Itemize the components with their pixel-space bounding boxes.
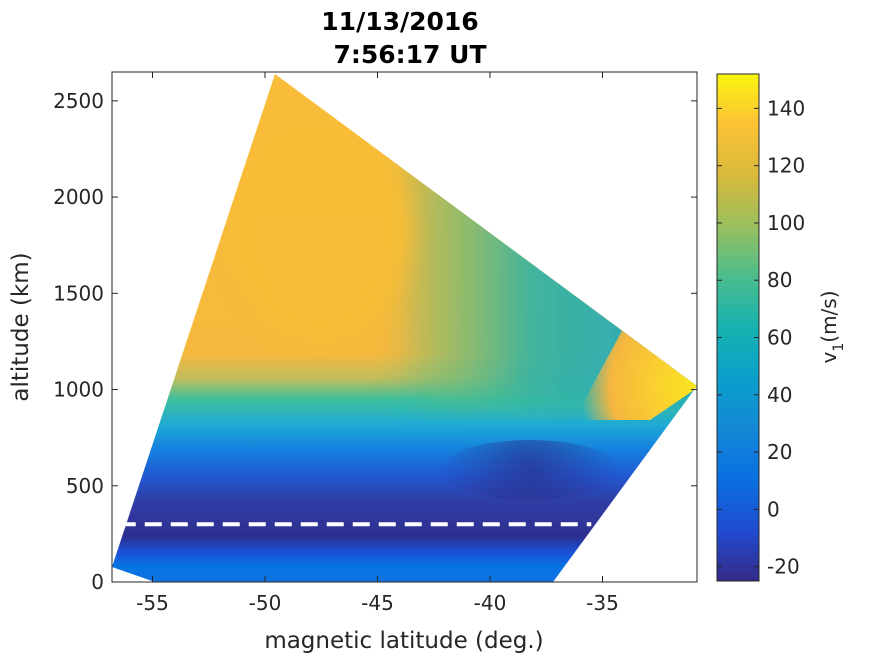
x-axis-label: magnetic latitude (deg.): [264, 628, 543, 654]
x-tick-label: -40: [474, 591, 507, 615]
colorbar-tick-label: 80: [767, 268, 792, 292]
colorbar-tick-label: 40: [767, 383, 792, 407]
colorbar-tick-label: 120: [767, 154, 805, 178]
colorbar-label-subscript: 1: [831, 343, 847, 352]
x-tick-label: -50: [249, 591, 282, 615]
field-dip-region: [440, 440, 620, 500]
chart-title-line2: 7:56:17 UT: [333, 40, 486, 69]
colorbar-label-units: (m/s): [817, 290, 841, 342]
x-tick-label: -55: [136, 591, 169, 615]
y-tick-label: 2500: [53, 89, 104, 113]
x-axis-ticks: -55 -50 -45 -40 -35: [136, 72, 619, 615]
colorbar-tick-label: 100: [767, 211, 805, 235]
chart-title-line1: 11/13/2016: [321, 7, 478, 36]
colorbar-tick-label: -20: [767, 555, 800, 579]
y-tick-label: 1000: [53, 378, 104, 402]
field-west-hot-core: [230, 120, 410, 340]
x-tick-label: -35: [586, 591, 619, 615]
colorbar: [716, 73, 760, 582]
colorbar-tick-label: 140: [767, 96, 805, 120]
y-axis-ticks: 0 500 1000 1500 2000 2500: [53, 89, 697, 594]
colorbar-label-symbol: v: [817, 352, 841, 364]
colorbar-tick-label: 0: [767, 497, 780, 521]
y-tick-label: 500: [66, 474, 104, 498]
colorbar-tick-label: 60: [767, 326, 792, 350]
axes-frame: [111, 71, 698, 583]
colorbar-ticks: -20 0 20 40 60 80 100 120 140: [717, 96, 805, 579]
y-tick-label: 1500: [53, 281, 104, 305]
y-tick-label: 0: [91, 570, 104, 594]
colorbar-label: v1(m/s): [817, 290, 847, 363]
field-hot-tip: [574, 325, 697, 420]
y-axis-label: altitude (km): [8, 252, 34, 401]
y-tick-label: 2000: [53, 185, 104, 209]
x-tick-label: -45: [361, 591, 394, 615]
colorbar-tick-label: 20: [767, 440, 792, 464]
